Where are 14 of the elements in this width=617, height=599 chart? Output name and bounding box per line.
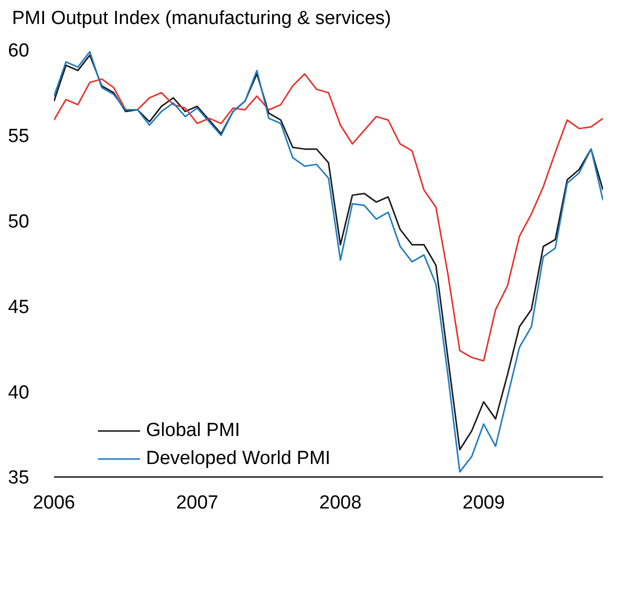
x-tick-label: 2007 [176,492,218,514]
y-tick-label: 55 [8,126,30,148]
line-series [54,73,603,362]
y-tick-label: 35 [8,468,30,489]
x-tick-label: 2008 [319,492,362,514]
legend-label: Global PMI [146,420,240,442]
x-tick-label: 2006 [32,492,76,514]
chart-title: PMI Output Index (manufacturing & services) [12,8,392,31]
y-tick-label: 50 [8,212,30,233]
y-tick-label: 40 [8,382,30,404]
x-tick-label: 2009 [462,492,505,514]
legend-label: Developed World PMI [146,448,330,470]
y-tick-label: 45 [8,296,30,318]
y-tick-label: 60 [8,40,30,62]
